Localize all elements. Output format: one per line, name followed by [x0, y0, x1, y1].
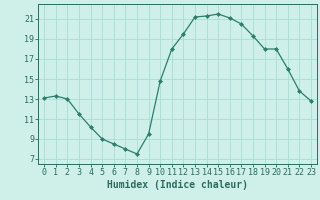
X-axis label: Humidex (Indice chaleur): Humidex (Indice chaleur): [107, 180, 248, 190]
